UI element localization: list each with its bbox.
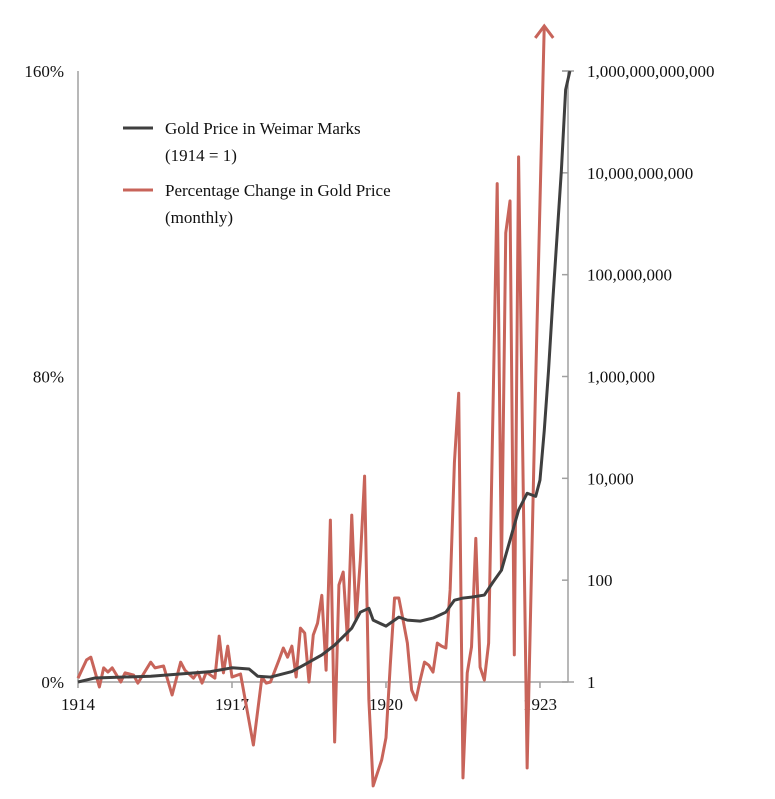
right-tick-label: 10,000,000,000 (587, 164, 693, 183)
left-tick-label: 160% (24, 62, 64, 81)
axes: 0% 80% 160% 1 100 10,000 1,000,000 100,000,000 1… (24, 62, 714, 714)
legend-label-gold-price: Gold Price in Weimar Marks (165, 119, 361, 138)
left-tick-label: 0% (41, 673, 64, 692)
x-tick-label: 1917 (215, 695, 250, 714)
legend-label-pct-change: Percentage Change in Gold Price (165, 181, 391, 200)
legend-label-gold-price-note: (1914 = 1) (165, 146, 237, 165)
right-tick-label: 1 (587, 673, 596, 692)
x-tick-label: 1914 (61, 695, 96, 714)
left-tick-label: 80% (33, 368, 64, 387)
right-tick-label: 100 (587, 571, 613, 590)
legend: Gold Price in Weimar Marks (1914 = 1) Pe… (123, 119, 391, 227)
right-tick-label: 100,000,000 (587, 266, 672, 285)
right-tick-label: 1,000,000 (587, 368, 655, 387)
series-line-gold-price (77, 70, 572, 684)
right-tick-label: 1,000,000,000,000 (587, 62, 715, 81)
series-line-pct-change (76, 25, 546, 788)
arrow-head-icon (534, 23, 555, 39)
series-group (76, 23, 572, 788)
right-tick-label: 10,000 (587, 469, 634, 488)
legend-label-pct-change-note: (monthly) (165, 208, 233, 227)
x-tick-label: 1920 (369, 695, 403, 714)
x-tick-label: 1923 (523, 695, 557, 714)
